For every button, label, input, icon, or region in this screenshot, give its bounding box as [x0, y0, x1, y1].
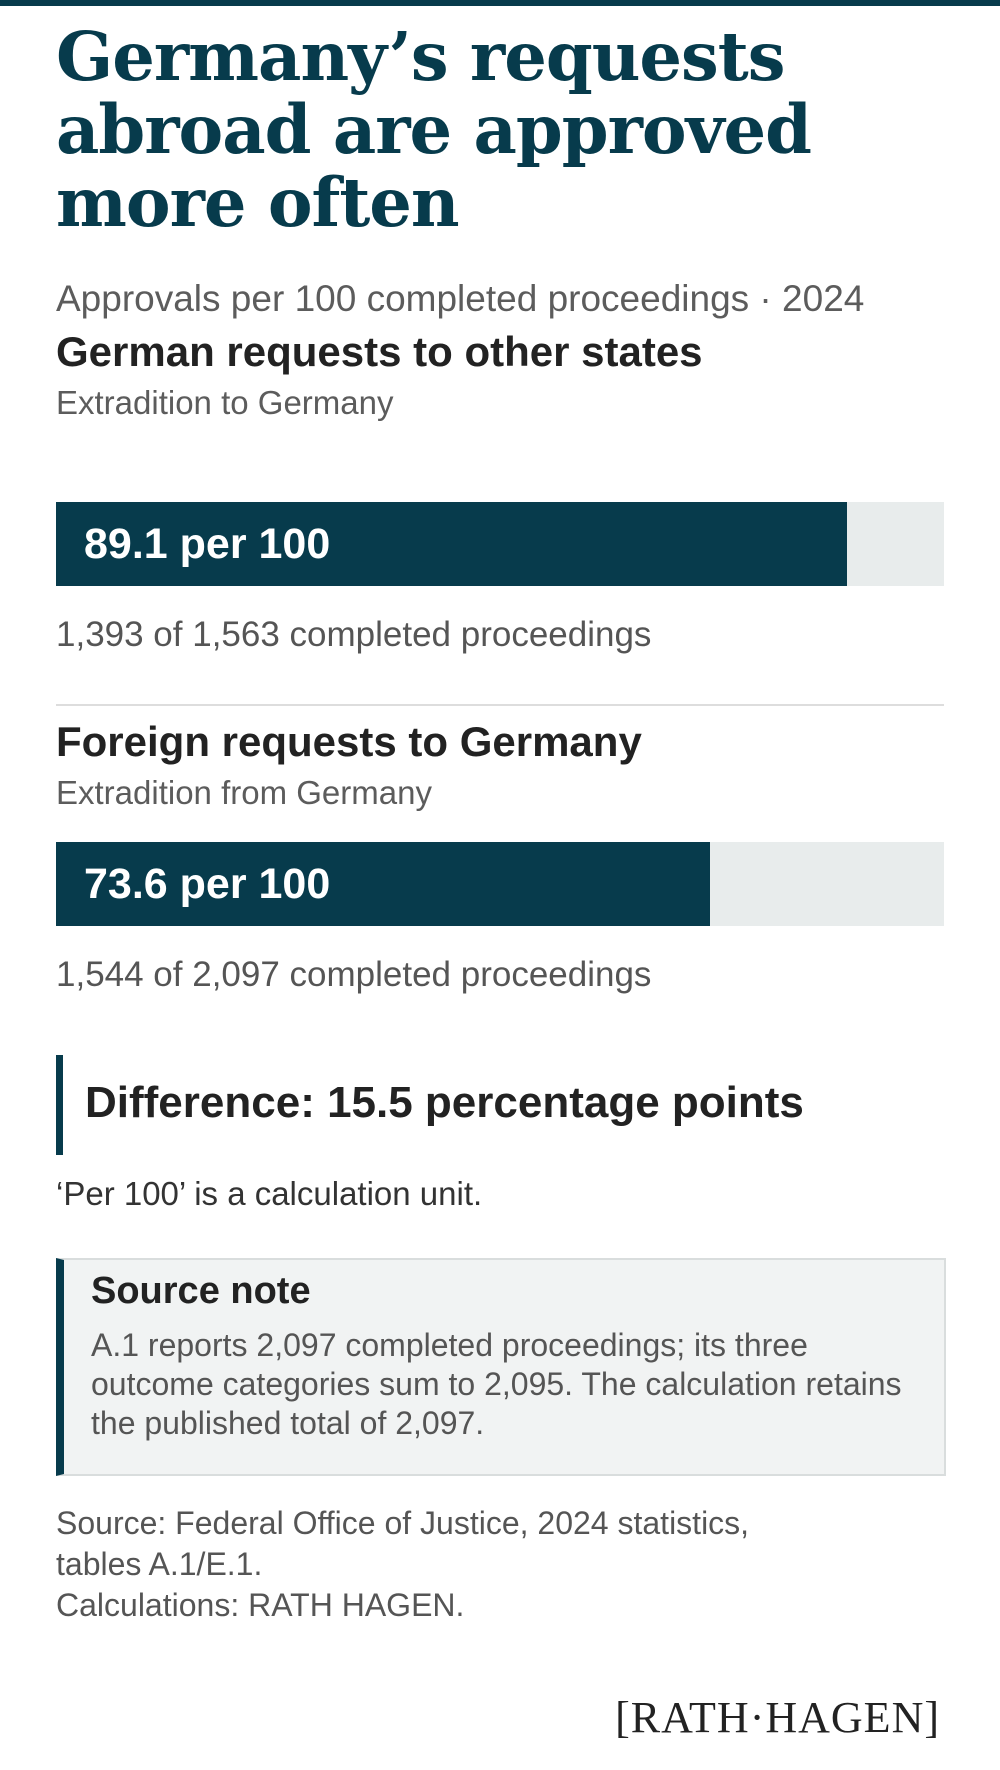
source-credit: Source: Federal Office of Justice, 2024 …: [56, 1503, 956, 1626]
source-line-3: Calculations: RATH HAGEN.: [56, 1587, 465, 1623]
bar-foreign-requests: [56, 842, 710, 926]
bar-heading-foreign-requests: Foreign requests to Germany: [56, 718, 642, 765]
bar-track-german-requests: 89.1 per 100: [56, 502, 944, 586]
difference-callout: [56, 1055, 63, 1155]
bar-track-foreign-requests: 73.6 per 100: [56, 842, 944, 926]
source-line-2: tables A.1/E.1.: [56, 1546, 263, 1582]
chart-title: Germany’s requests abroad are approved m…: [56, 17, 812, 242]
unit-note: ‘Per 100’ is a calculation unit.: [56, 1175, 483, 1212]
count-german-requests: 1,393 of 1,563 completed proceedings: [56, 615, 652, 654]
source-note-title: Source note: [91, 1270, 311, 1312]
count-foreign-requests: 1,544 of 2,097 completed proceedings: [56, 955, 652, 994]
bar-value-label-german-requests: 89.1 per 100: [84, 520, 331, 568]
bar-german-requests: [56, 502, 848, 586]
section-divider: [56, 704, 944, 706]
bar-value-label-foreign-requests: 73.6 per 100: [84, 860, 331, 908]
bar-subheading-foreign-requests: Extradition from Germany: [56, 774, 432, 811]
source-line-1: Source: Federal Office of Justice, 2024 …: [56, 1505, 750, 1541]
source-note-box: Source note A.1 reports 2,097 completed …: [56, 1258, 946, 1476]
top-rule: [0, 0, 1000, 6]
chart-subtitle: Approvals per 100 completed proceedings …: [56, 278, 865, 319]
bar-subheading-german-requests: Extradition to Germany: [56, 384, 394, 421]
difference-label: Difference: 15.5 percentage points: [85, 1078, 804, 1127]
bar-heading-german-requests: German requests to other states: [56, 328, 703, 375]
publisher-logo: [RATH·HAGEN]: [615, 1693, 940, 1742]
source-note-body: A.1 reports 2,097 completed proceedings;…: [91, 1327, 902, 1441]
